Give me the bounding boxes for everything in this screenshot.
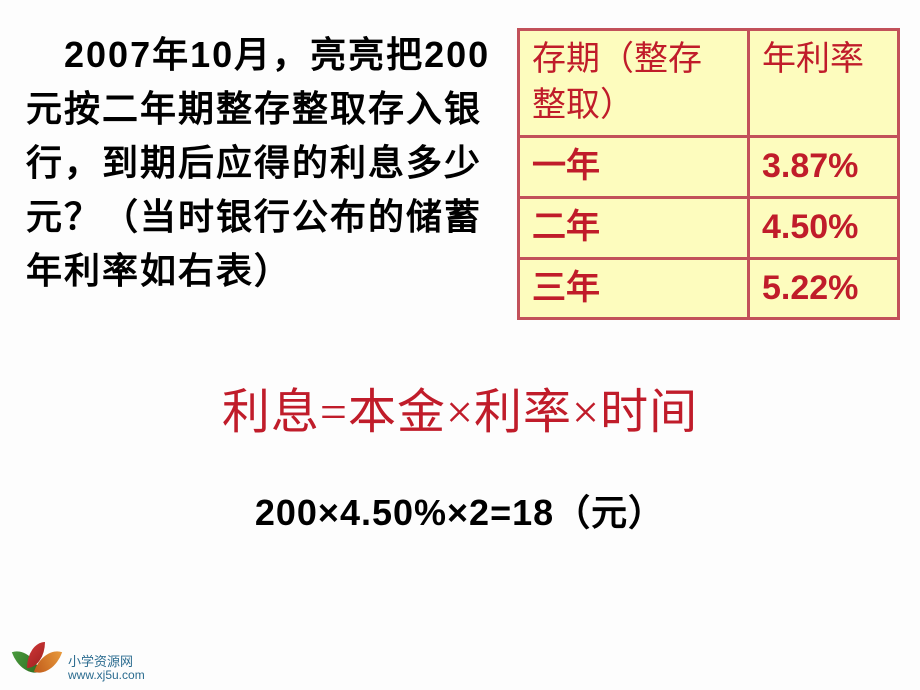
table-header-row: 存期（整存整取） 年利率: [519, 30, 899, 137]
top-section: 2007年10月，亮亮把200元按二年期整存整取存入银行，到期后应得的利息多少元…: [0, 0, 920, 320]
header-rate: 年利率: [749, 30, 899, 137]
term-cell: 二年: [519, 197, 749, 258]
term-cell: 一年: [519, 136, 749, 197]
footer-text: 小学资源网 www.xj5u.com: [68, 655, 145, 682]
logo-icon: [12, 638, 62, 682]
table-row: 三年 5.22%: [519, 258, 899, 319]
calculation-text: 200×4.50%×2=18（元）: [0, 484, 920, 536]
footer-title: 小学资源网: [68, 655, 145, 669]
table-row: 一年 3.87%: [519, 136, 899, 197]
rate-cell: 4.50%: [749, 197, 899, 258]
header-term: 存期（整存整取）: [519, 30, 749, 137]
formula-text: 利息=本金×利率×时间: [0, 372, 920, 442]
footer-url: www.xj5u.com: [68, 669, 145, 682]
interest-rate-table: 存期（整存整取） 年利率 一年 3.87% 二年 4.50% 三年 5.22%: [517, 28, 900, 320]
table-row: 二年 4.50%: [519, 197, 899, 258]
term-cell: 三年: [519, 258, 749, 319]
question-text: 2007年10月，亮亮把200元按二年期整存整取存入银行，到期后应得的利息多少元…: [26, 28, 507, 320]
rate-cell: 3.87%: [749, 136, 899, 197]
footer: 小学资源网 www.xj5u.com: [12, 638, 145, 682]
rate-cell: 5.22%: [749, 258, 899, 319]
